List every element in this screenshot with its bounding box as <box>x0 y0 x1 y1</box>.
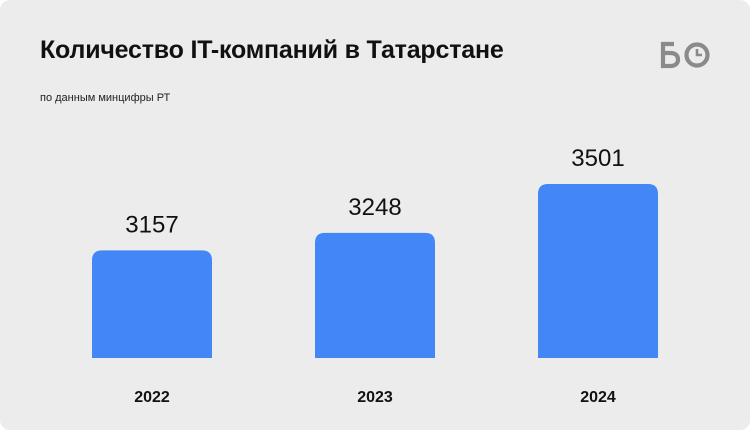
category-label-2024: 2024 <box>580 389 616 406</box>
value-label-2024: 3501 <box>571 145 624 172</box>
value-label-2022: 3157 <box>125 211 178 238</box>
category-label-2022: 2022 <box>134 389 170 406</box>
chart-subtitle: по данным минцифры РТ <box>40 92 171 104</box>
bo-logo-icon <box>660 41 710 69</box>
bar-2022 <box>92 250 212 358</box>
value-label-2023: 3248 <box>348 194 401 221</box>
category-label-2023: 2023 <box>357 389 393 406</box>
bar-2023 <box>315 232 435 358</box>
chart-title: Количество IT-компаний в Татарстане <box>40 36 504 64</box>
bar-2024 <box>538 184 658 358</box>
